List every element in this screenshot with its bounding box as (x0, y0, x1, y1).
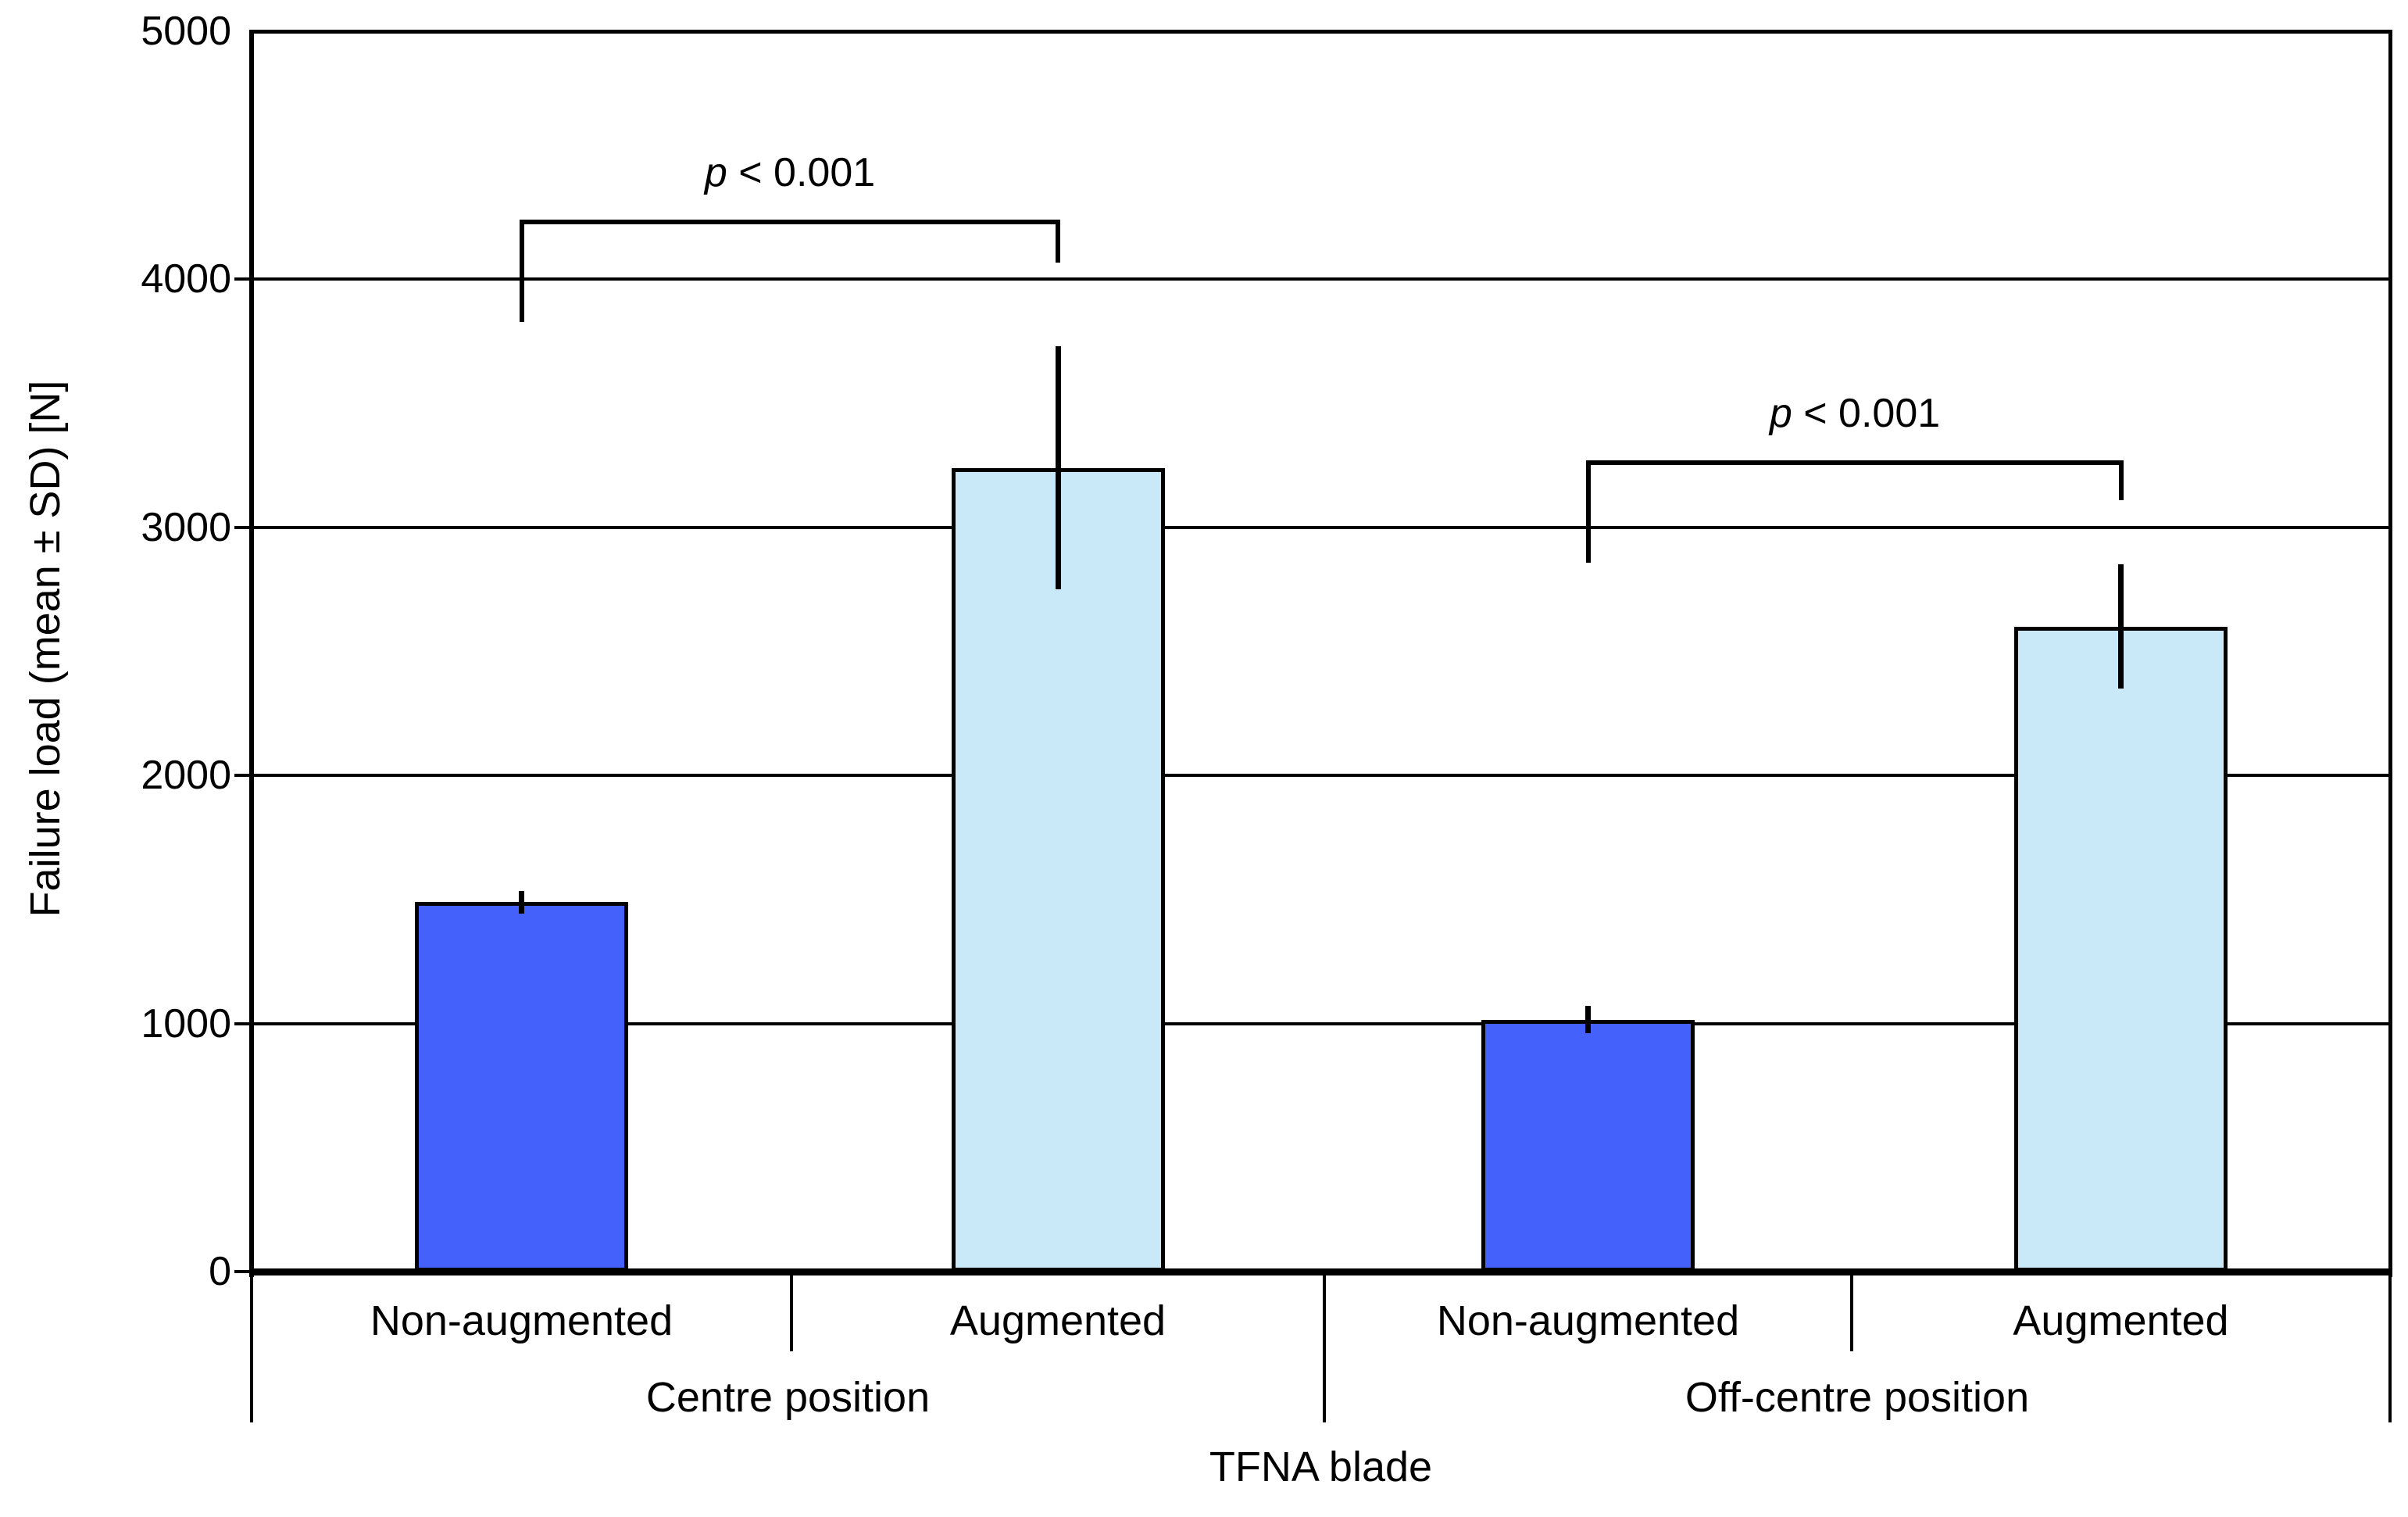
p-value-label: p < 0.001 (1769, 391, 1941, 436)
gridline (252, 1022, 2390, 1025)
y-tick-label: 4000 (141, 256, 231, 302)
y-tick-mark (234, 774, 252, 777)
y-tick-mark (234, 277, 252, 281)
category-separator (1850, 1272, 1853, 1351)
y-tick-label: 5000 (141, 9, 231, 54)
category-separator (790, 1272, 793, 1351)
x-category-label: Augmented (949, 1297, 1166, 1344)
x-group-label: Centre position (645, 1374, 931, 1421)
plot-top-border (252, 30, 2390, 34)
significance-bracket (1588, 460, 2121, 465)
plot-right-border (2388, 30, 2392, 1277)
significance-bracket-left-leg (520, 220, 524, 322)
significance-bracket (522, 220, 1059, 224)
y-tick-label: 1000 (141, 1001, 231, 1047)
gridline (252, 526, 2390, 529)
significance-bracket-right-leg (2119, 460, 2124, 500)
x-category-label: Non-augmented (1436, 1297, 1740, 1344)
error-bar (1056, 346, 1061, 589)
y-axis-line (249, 30, 254, 1277)
x-category-label: Augmented (2013, 1297, 2229, 1344)
x-axis-line (252, 1268, 2390, 1275)
y-tick-label: 3000 (141, 505, 231, 550)
significance-bracket-left-leg (1586, 460, 1591, 563)
y-tick-label: 0 (209, 1249, 231, 1294)
error-bar (2118, 564, 2124, 689)
x-group-label: Off-centre position (1685, 1374, 2030, 1421)
bar-augmented-1 (2014, 627, 2228, 1272)
group-separator (1323, 1272, 1326, 1422)
y-axis-title: Failure load (mean ± SD) [N] (22, 380, 69, 918)
x-category-label: Non-augmented (370, 1297, 673, 1344)
x-axis-title: TFNA blade (1209, 1444, 1433, 1490)
p-value-label: p < 0.001 (704, 150, 876, 195)
group-separator (2388, 1272, 2392, 1422)
error-bar (1585, 1006, 1591, 1033)
group-separator (250, 1272, 253, 1422)
gridline (252, 774, 2390, 777)
y-tick-mark (234, 1022, 252, 1025)
gridline (252, 277, 2390, 281)
error-bar (519, 891, 524, 914)
significance-bracket-right-leg (1056, 220, 1060, 263)
y-tick-label: 2000 (141, 753, 231, 798)
y-tick-mark (234, 526, 252, 529)
bar-augmented-0 (952, 468, 1165, 1272)
bar-non-augmented-0 (415, 902, 628, 1272)
y-tick-mark (234, 1270, 252, 1273)
bar-non-augmented-1 (1481, 1020, 1695, 1272)
